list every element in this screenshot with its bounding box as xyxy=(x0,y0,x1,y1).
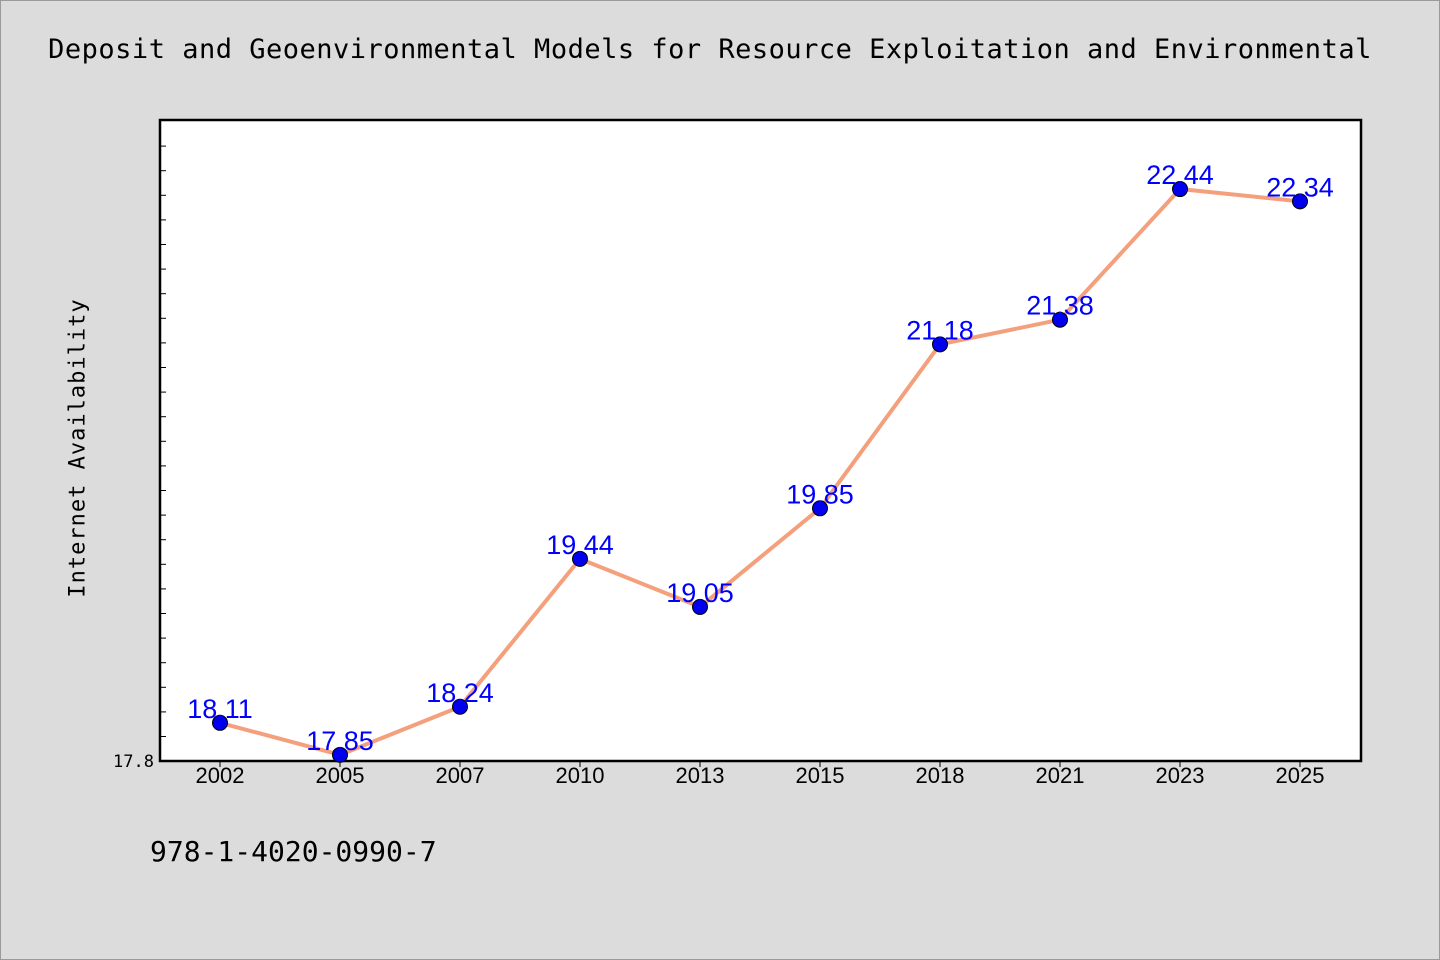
x-tick-label: 2025 xyxy=(1276,763,1325,788)
x-tick-label: 2013 xyxy=(676,763,725,788)
x-axis-ticks: 2002 2005 2007 2010 2013 2015 2018 2021 2023 2025 xyxy=(196,761,1325,788)
x-tick-label: 2007 xyxy=(436,763,485,788)
data-point xyxy=(1172,181,1188,198)
data-labels: 18.11 17.85 18.24 19.44 19.05 19.85 21.18 21.38… xyxy=(187,160,1334,756)
data-point xyxy=(212,714,228,731)
data-label: 22.44 xyxy=(1146,160,1214,190)
data-point xyxy=(332,746,348,763)
x-tick-label: 2023 xyxy=(1156,763,1205,788)
series-line xyxy=(219,187,1301,757)
x-tick-label: 2015 xyxy=(796,763,845,788)
data-point xyxy=(1052,311,1068,328)
data-label: 19.05 xyxy=(666,578,734,608)
data-label: 17.85 xyxy=(306,726,374,756)
chart-title: Deposit and Geoenvironmental Models for … xyxy=(48,34,1372,65)
data-point xyxy=(452,698,468,715)
footer-code: 978-1-4020-0990-7 xyxy=(150,835,437,868)
x-tick-label: 2010 xyxy=(556,763,605,788)
plot-area xyxy=(158,118,1363,763)
x-tick-label: 2021 xyxy=(1036,763,1085,788)
data-point xyxy=(932,336,948,353)
x-tick-label: 2002 xyxy=(196,763,245,788)
data-label: 19.44 xyxy=(546,530,614,560)
data-label: 18.11 xyxy=(187,694,253,724)
data-markers xyxy=(212,181,1308,763)
data-label: 21.38 xyxy=(1026,291,1094,321)
y-axis-ticks: 17.8 xyxy=(113,145,166,772)
data-point xyxy=(692,598,708,615)
y-tick-label: 17.8 xyxy=(113,752,154,772)
data-point xyxy=(572,550,588,567)
data-label: 18.24 xyxy=(426,678,494,708)
data-point xyxy=(812,500,828,517)
data-label: 21.18 xyxy=(906,315,974,345)
x-tick-label: 2018 xyxy=(916,763,965,788)
data-label: 22.34 xyxy=(1266,172,1334,202)
data-label: 19.85 xyxy=(786,479,854,509)
data-point xyxy=(1292,193,1308,210)
x-tick-label: 2005 xyxy=(316,763,365,788)
